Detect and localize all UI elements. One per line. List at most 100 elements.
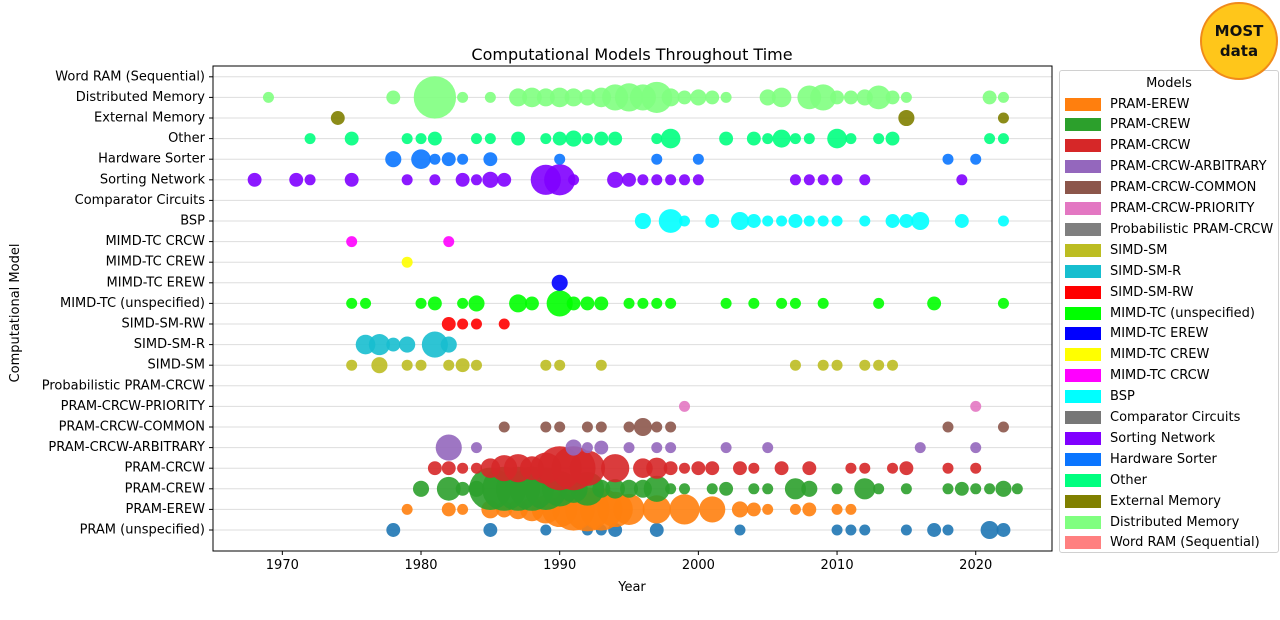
data-point [483, 523, 498, 537]
data-point [594, 296, 609, 311]
data-point [887, 462, 899, 474]
legend-swatch [1065, 390, 1101, 404]
legend-swatch [1065, 181, 1101, 195]
data-point [401, 256, 413, 268]
data-point [845, 524, 857, 536]
data-point [247, 172, 262, 187]
data-point [457, 153, 469, 165]
data-point [470, 442, 482, 454]
legend-label: MIMD-TC CRCW [1110, 368, 1210, 384]
data-point [436, 476, 461, 501]
data-point [720, 442, 732, 454]
data-point [564, 88, 583, 107]
data-point [536, 88, 555, 107]
data-point [970, 483, 982, 495]
data-point [679, 174, 691, 186]
data-point [900, 524, 912, 536]
data-point [569, 450, 606, 486]
data-point [997, 91, 1009, 103]
data-point [605, 478, 625, 499]
data-point [509, 294, 528, 313]
chart-title: Computational Models Throughout Time [471, 45, 792, 64]
data-point [679, 215, 691, 227]
legend-label: Distributed Memory [1110, 514, 1240, 530]
legend-swatch [1065, 431, 1101, 445]
y-tick-label: SIMD-SM [148, 358, 205, 373]
data-point [843, 90, 858, 105]
data-point [483, 152, 498, 167]
data-point [845, 503, 857, 515]
legend-item: Hardware Sorter [1065, 449, 1217, 469]
data-point [637, 297, 649, 309]
data-point [544, 164, 576, 196]
data-point [484, 133, 496, 145]
data-point [470, 359, 482, 371]
data-point [801, 480, 818, 497]
data-point [762, 503, 774, 515]
data-point [677, 90, 692, 105]
legend-label: Word RAM (Sequential) [1110, 535, 1260, 551]
data-point [457, 318, 469, 330]
legend-item: Distributed Memory [1065, 512, 1239, 532]
data-point [942, 421, 954, 433]
data-point [509, 88, 528, 107]
data-point [927, 523, 942, 537]
data-point [859, 462, 871, 474]
y-tick-label: Distributed Memory [76, 90, 206, 105]
data-point [421, 331, 448, 358]
data-point [997, 133, 1009, 145]
data-point [613, 493, 645, 525]
data-point [623, 442, 635, 454]
x-tick-label: 2000 [682, 558, 715, 573]
data-point [817, 359, 829, 371]
legend-label: Hardware Sorter [1110, 451, 1217, 467]
data-point [401, 174, 413, 186]
data-point [579, 89, 596, 106]
data-point [748, 483, 760, 495]
data-point [401, 359, 413, 371]
data-point [580, 296, 595, 311]
data-point [415, 133, 427, 145]
data-point [771, 87, 792, 108]
y-tick-label: Other [168, 131, 206, 146]
data-point [607, 171, 624, 188]
data-point [633, 418, 652, 436]
legend-item: SIMD-SM [1065, 240, 1167, 260]
legend-item: SIMD-SM-RW [1065, 282, 1194, 302]
data-point [581, 442, 593, 454]
data-point [679, 462, 691, 474]
data-point [455, 358, 470, 373]
y-tick-label: Sorting Network [100, 172, 206, 187]
y-tick-label: MIMD-TC EREW [107, 275, 206, 290]
data-point [802, 502, 817, 517]
data-point [411, 149, 431, 170]
data-point [415, 297, 427, 309]
data-point [554, 421, 566, 433]
data-point [691, 461, 706, 476]
legend: Models PRAM-EREW PRAM-CREW PRAM-CRCW PRAM-C… [1059, 70, 1279, 553]
legend-swatch [1065, 243, 1101, 257]
data-point [415, 359, 427, 371]
data-point [641, 81, 673, 113]
data-point [982, 90, 997, 105]
data-point [623, 421, 635, 433]
legend-item: PRAM-CRCW-COMMON [1065, 178, 1256, 198]
legend-swatch [1065, 306, 1101, 320]
data-point [859, 359, 871, 371]
data-point [470, 318, 482, 330]
data-point [789, 359, 801, 371]
data-point [386, 337, 401, 352]
data-point [954, 214, 969, 228]
data-point [942, 483, 954, 495]
data-point [594, 131, 609, 146]
data-point [803, 215, 815, 227]
data-point [554, 359, 566, 371]
data-point [427, 131, 442, 146]
data-point [970, 153, 982, 165]
y-tick-label: SIMD-SM-R [134, 337, 205, 352]
x-axis-label: Year [617, 580, 646, 595]
data-point [344, 172, 359, 187]
data-point [441, 317, 456, 331]
data-point [900, 91, 912, 103]
data-point [817, 215, 829, 227]
